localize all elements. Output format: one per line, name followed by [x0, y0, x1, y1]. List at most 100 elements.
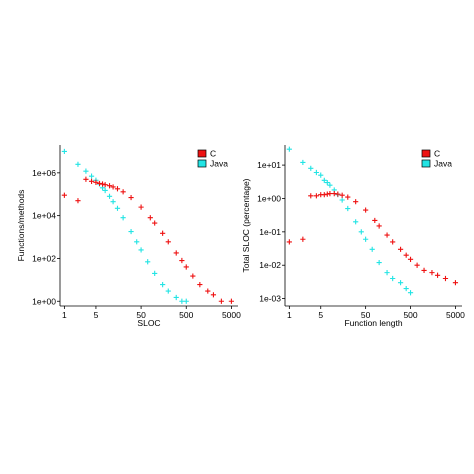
- data-point-java: [75, 161, 81, 167]
- data-point-c: [197, 281, 203, 288]
- y-tick-label: 1e+02: [32, 253, 56, 263]
- data-point-c: [160, 230, 166, 236]
- data-point-java: [173, 294, 179, 301]
- y-axis-title: Total SLOC (percentage): [241, 178, 251, 272]
- data-point-c: [218, 298, 224, 304]
- data-point-c: [434, 272, 441, 278]
- y-tick-label: 1e+04: [32, 211, 56, 221]
- data-point-java: [407, 290, 414, 296]
- data-point-c: [390, 239, 396, 245]
- legend-swatch-java: [421, 159, 431, 168]
- y-tick-label: 1e+06: [32, 168, 56, 178]
- data-point-c: [308, 193, 314, 199]
- data-point-c: [384, 232, 390, 238]
- y-tick-label: 1e+00: [257, 193, 281, 203]
- data-point-java: [369, 246, 375, 252]
- data-point-c: [300, 236, 306, 242]
- data-point-c: [96, 180, 103, 187]
- data-point-c: [147, 215, 153, 221]
- chart-panel-2: 1 5 50 500 5000 1e-03 1e-02 1e-01 1e+00 1e+01 Func…: [241, 145, 465, 328]
- x-tick-label: 1: [287, 310, 292, 320]
- data-point-java: [353, 219, 359, 225]
- data-point-c: [179, 257, 185, 264]
- data-point-java: [363, 236, 369, 242]
- data-point-c: [183, 264, 189, 270]
- data-point-c: [99, 181, 106, 187]
- data-point-c: [397, 246, 404, 252]
- series-c: [61, 176, 235, 304]
- data-point-c: [210, 292, 217, 298]
- data-point-java: [114, 205, 121, 211]
- data-point-java: [300, 159, 306, 166]
- data-point-c: [152, 220, 158, 226]
- data-point-java: [145, 259, 151, 265]
- chart-panel-1: 1 5 50 500 5000 1e+00 1e+02 1e+04 1e+06 SLOC Funct…: [16, 145, 241, 328]
- data-point-java: [345, 205, 351, 212]
- data-point-java: [106, 193, 113, 199]
- data-point-c: [114, 186, 121, 192]
- x-tick-label: 1: [62, 310, 67, 320]
- y-axis-title: Functions/methods: [16, 190, 26, 262]
- x-tick-label: 500: [403, 310, 417, 320]
- data-point-c: [102, 182, 108, 188]
- series-c: [286, 190, 459, 286]
- data-point-java: [397, 280, 404, 286]
- data-point-java: [308, 165, 314, 171]
- data-point-c: [88, 178, 95, 184]
- legend-swatch-c: [197, 149, 207, 158]
- x-tick-label: 5: [318, 310, 323, 320]
- legend-label-c: C: [434, 149, 440, 159]
- data-point-c: [335, 191, 341, 197]
- legend-swatch-c: [421, 149, 431, 158]
- data-point-java: [321, 177, 327, 183]
- data-point-java: [134, 239, 140, 245]
- legend-label-java: Java: [210, 159, 228, 169]
- data-point-java: [390, 275, 396, 282]
- x-tick-label: 500: [179, 310, 193, 320]
- data-point-java: [324, 179, 330, 186]
- data-point-c: [421, 267, 427, 273]
- data-point-c: [93, 179, 99, 185]
- x-axis-title: Function length: [344, 318, 402, 328]
- legend-label-java: Java: [434, 159, 452, 169]
- data-point-java: [110, 199, 116, 205]
- y-tick-label: 1e-01: [259, 227, 281, 237]
- data-point-c: [313, 193, 319, 199]
- x-tick-label: 5000: [222, 310, 241, 320]
- legend-label-c: C: [210, 149, 216, 159]
- data-point-c: [75, 198, 81, 204]
- data-point-c: [442, 275, 449, 282]
- data-point-c: [407, 256, 414, 262]
- data-point-java: [152, 270, 158, 277]
- data-point-c: [110, 184, 116, 190]
- data-point-c: [128, 194, 134, 201]
- y-tick-label: 1e+01: [257, 160, 281, 170]
- x-tick-label: 5: [94, 310, 99, 320]
- x-tick-label: 50: [361, 310, 371, 320]
- data-point-java: [179, 298, 185, 304]
- data-point-java: [61, 148, 67, 155]
- data-point-c: [414, 262, 420, 268]
- data-point-java: [102, 187, 108, 194]
- series-java: [61, 148, 189, 304]
- data-point-java: [128, 228, 134, 235]
- data-point-c: [205, 288, 211, 294]
- data-point-c: [83, 176, 89, 182]
- data-point-c: [452, 280, 459, 286]
- data-point-c: [190, 273, 196, 279]
- y-tick-label: 1e-03: [259, 294, 281, 304]
- data-point-c: [61, 192, 67, 198]
- data-point-java: [286, 146, 292, 152]
- data-point-java: [138, 247, 144, 253]
- data-point-c: [228, 298, 235, 304]
- legend-swatch-java: [197, 159, 207, 168]
- data-point-c: [327, 190, 333, 197]
- y-tick-label: 1e+00: [32, 296, 56, 306]
- data-point-java: [318, 172, 324, 178]
- data-point-java: [183, 298, 189, 304]
- data-point-c: [106, 183, 113, 189]
- data-point-java: [376, 259, 382, 266]
- data-point-c: [120, 189, 126, 195]
- y-tick-label: 1e-02: [259, 260, 281, 270]
